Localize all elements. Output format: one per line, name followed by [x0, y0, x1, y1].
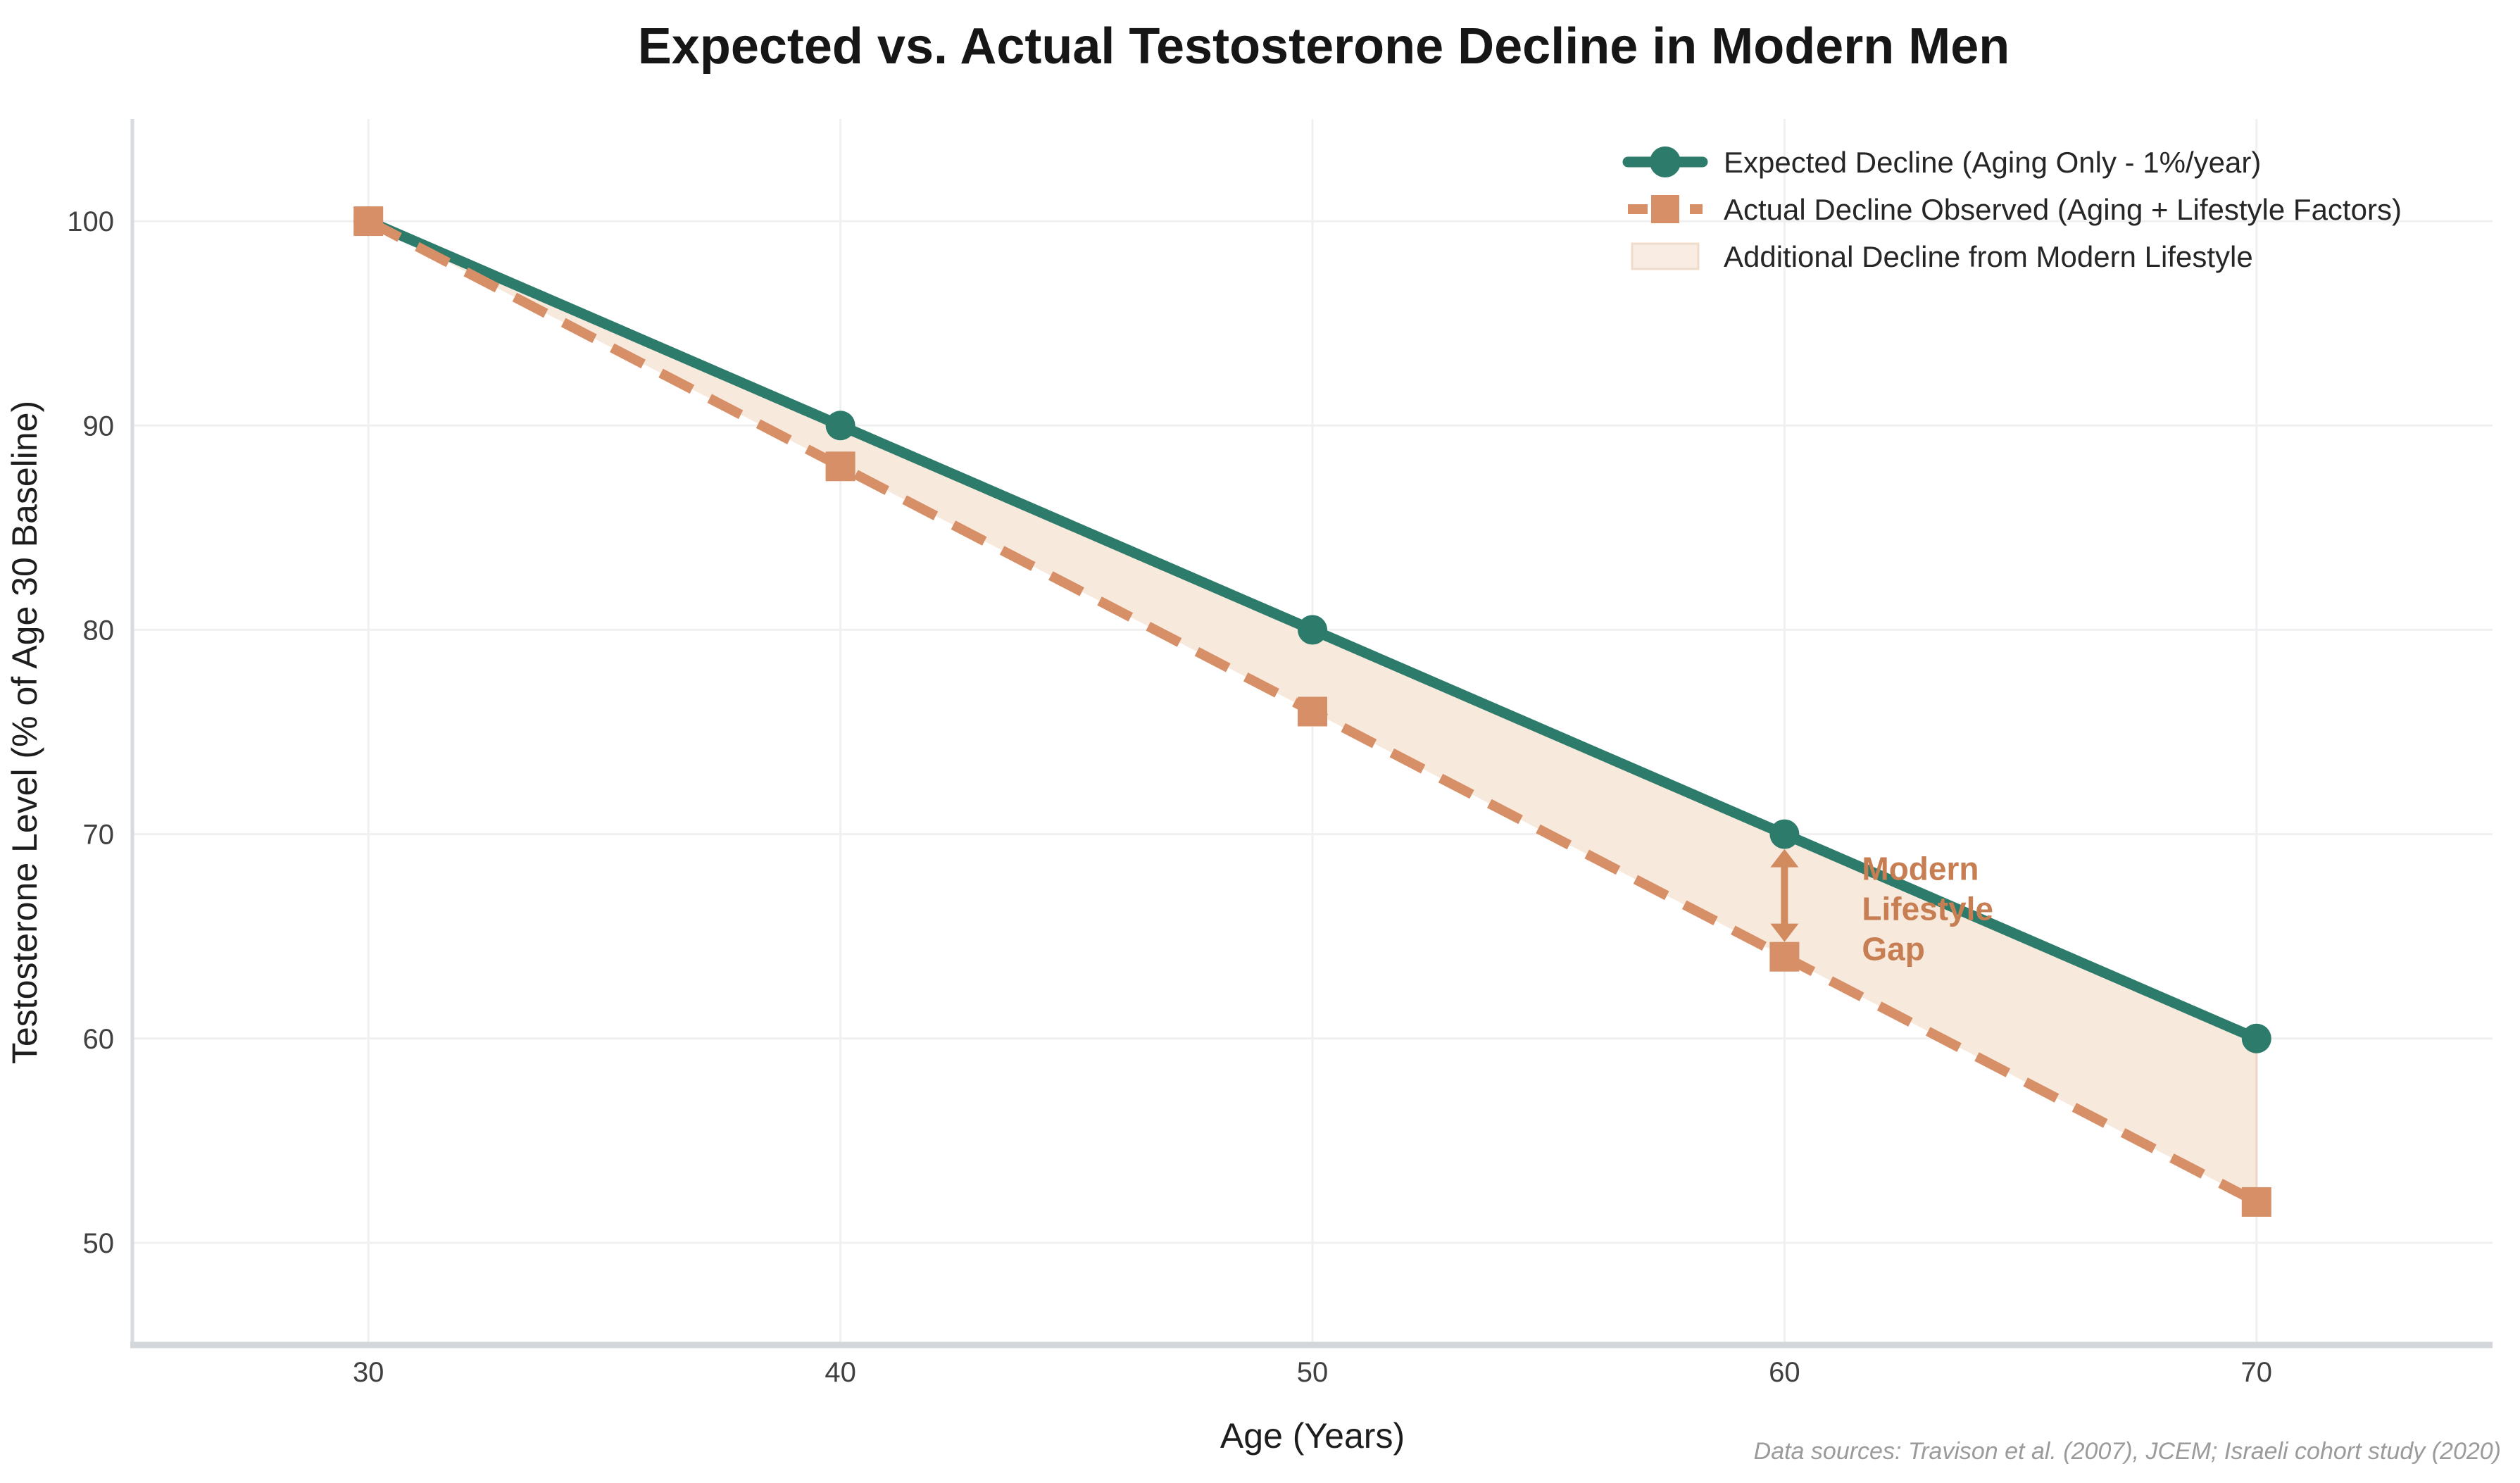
- legend-item-label-1: Expected Decline (Aging Only - 1%/year): [1724, 146, 2261, 179]
- modern-lifestyle-gap-label-line-3: Gap: [1862, 931, 1924, 968]
- legend-layer: Expected Decline (Aging Only - 1%/year) A…: [1622, 146, 2402, 273]
- y-tick-label-90: 90: [83, 411, 115, 442]
- x-tick-label-50: 50: [1297, 1357, 1329, 1388]
- legend-expected-circle-marker: [1650, 146, 1681, 177]
- x-axis-label: Age (Years): [1220, 1416, 1405, 1456]
- legend-actual-square-marker: [1651, 195, 1679, 223]
- legend-item-label-2: Actual Decline Observed (Aging + Lifesty…: [1724, 193, 2402, 226]
- gap-arrow-head-up: [1770, 849, 1799, 868]
- legend-item-3: Additional Decline from Modern Lifestyle: [1631, 240, 2253, 273]
- y-tick-label-50: 50: [83, 1228, 115, 1259]
- actual-marker-age-40: [825, 451, 855, 482]
- legend-fill-patch-swatch: [1631, 242, 1700, 270]
- tick-labels-layer: 30 40 50 60 70 50 60 70 80 90 100: [67, 206, 2272, 1388]
- expected-marker-age-40: [825, 411, 855, 441]
- axis-spines-layer: [130, 119, 2493, 1349]
- legend-item-2: Actual Decline Observed (Aging + Lifesty…: [1628, 193, 2402, 226]
- gap-arrow-head-down: [1770, 923, 1799, 942]
- expected-marker-age-60: [1769, 819, 1800, 849]
- x-tick-label-70: 70: [2241, 1357, 2273, 1388]
- expected-marker-age-70: [2241, 1023, 2271, 1053]
- actual-marker-age-70: [2241, 1187, 2271, 1217]
- y-axis-label: Testosterone Level (% of Age 30 Baseline…: [5, 401, 44, 1064]
- chart-title: Expected vs. Actual Testosterone Decline…: [638, 18, 2010, 75]
- legend-item-1: Expected Decline (Aging Only - 1%/year): [1622, 146, 2261, 179]
- y-tick-label-70: 70: [83, 820, 115, 851]
- expected-marker-age-50: [1298, 615, 1327, 645]
- y-tick-label-80: 80: [83, 615, 115, 646]
- x-tick-label-60: 60: [1769, 1357, 1800, 1388]
- actual-marker-age-30: [353, 206, 384, 237]
- x-tick-label-30: 30: [353, 1357, 384, 1388]
- modern-lifestyle-gap-label-line-2: Lifestyle: [1862, 891, 1993, 927]
- actual-marker-age-60: [1769, 941, 1800, 972]
- y-tick-label-60: 60: [83, 1024, 115, 1055]
- legend-item-label-3: Additional Decline from Modern Lifestyle: [1724, 240, 2253, 273]
- data-sources-footer: Data sources: Travison et al. (2007), JC…: [1754, 1438, 2501, 1465]
- annotation-layer: Modern Lifestyle Gap: [1770, 849, 1993, 968]
- actual-marker-age-50: [1298, 696, 1327, 727]
- x-tick-label-40: 40: [825, 1357, 856, 1388]
- modern-lifestyle-gap-label-line-1: Modern: [1862, 851, 1979, 887]
- data-series-layer: [353, 206, 2271, 1217]
- gridlines-layer: [132, 119, 2493, 1345]
- y-tick-label-100: 100: [67, 206, 114, 237]
